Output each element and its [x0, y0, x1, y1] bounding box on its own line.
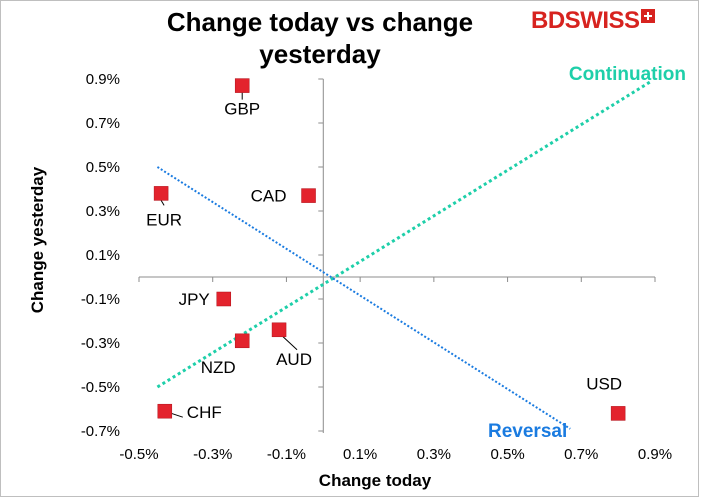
swiss-cross-icon: [640, 9, 655, 23]
data-label-cad: CAD: [251, 187, 287, 206]
continuation-label: Continuation: [569, 64, 686, 85]
data-label-usd: USD: [586, 374, 622, 393]
brand-logo: BDSWISS: [531, 7, 655, 34]
y-tick-label: -0.5%: [81, 379, 120, 396]
point-leader-line: [170, 412, 183, 418]
brand-logo-text: BDSWISS: [531, 7, 640, 34]
data-point-aud: [271, 322, 287, 338]
x-tick-label: 0.9%: [638, 446, 672, 463]
reversal-label: Reversal: [488, 421, 567, 442]
data-point-nzd: [234, 333, 250, 349]
chart-title: Change today vs change yesterday: [166, 7, 474, 69]
reversal-line: [156, 166, 571, 430]
data-label-chf: CHF: [187, 403, 222, 422]
data-point-gbp: [234, 78, 250, 93]
x-tick-label: -0.5%: [119, 446, 158, 463]
data-point-chf: [157, 403, 173, 419]
y-tick-label: 0.3%: [86, 203, 120, 220]
continuation-line: [156, 79, 653, 389]
x-tick-label: 0.7%: [564, 446, 598, 463]
x-tick-label: 0.3%: [417, 446, 451, 463]
x-tick-label: -0.3%: [193, 446, 232, 463]
y-tick-label: 0.9%: [86, 71, 120, 88]
point-leader-line: [282, 336, 298, 351]
data-label-nzd: NZD: [201, 358, 236, 377]
data-point-cad: [301, 188, 316, 203]
x-tick-label: 0.1%: [343, 446, 377, 463]
point-leader-line: [160, 200, 165, 206]
x-axis-title: Change today: [318, 471, 432, 490]
data-label-gbp: GBP: [224, 100, 260, 119]
x-tick-label: -0.1%: [267, 446, 306, 463]
data-label-aud: AUD: [276, 350, 312, 369]
data-label-jpy: JPY: [179, 290, 210, 309]
y-tick-label: -0.1%: [81, 291, 120, 308]
y-tick-label: -0.3%: [81, 335, 120, 352]
data-point-jpy: [216, 291, 232, 307]
data-point-usd: [610, 406, 626, 421]
y-tick-label: -0.7%: [81, 423, 120, 440]
data-point-eur: [153, 186, 169, 201]
y-tick-label: 0.5%: [86, 159, 120, 176]
y-tick-label: 0.7%: [86, 115, 120, 132]
y-tick-label: 0.1%: [86, 247, 120, 264]
x-tick-label: 0.5%: [490, 446, 524, 463]
data-label-eur: EUR: [146, 210, 182, 229]
